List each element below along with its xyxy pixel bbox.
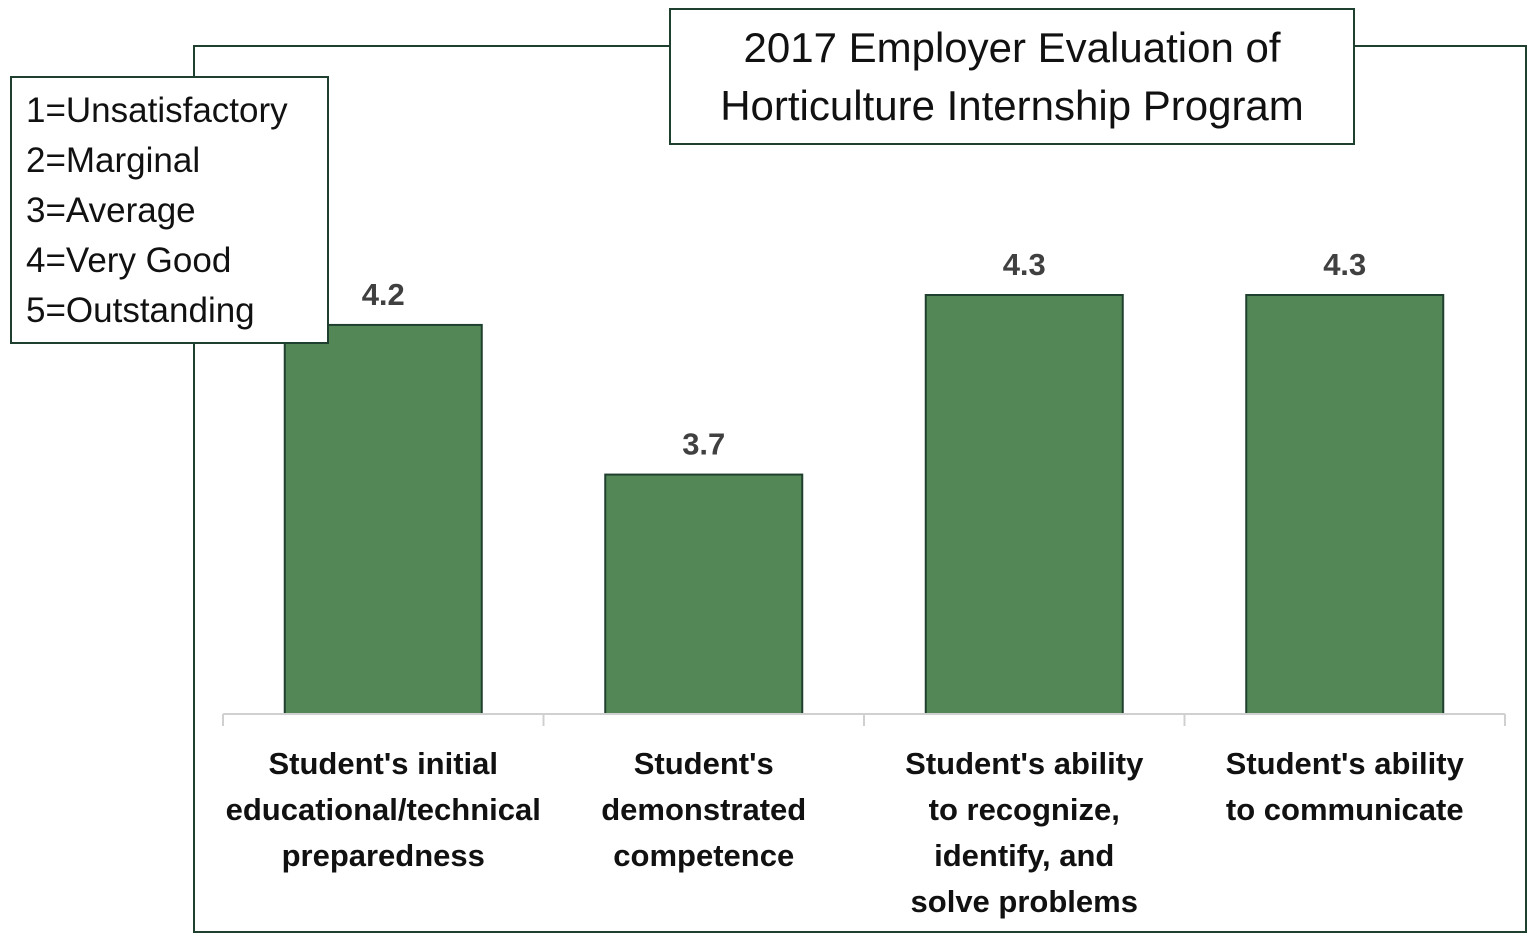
legend-item: 4=Very Good — [26, 241, 232, 280]
legend-item: 3=Average — [26, 191, 196, 230]
bar — [604, 473, 804, 716]
x-tick-label: Student's ability to communicate — [1226, 746, 1465, 827]
data-label: 4.2 — [362, 277, 405, 312]
x-tick-label-line: Student's initial — [268, 746, 498, 781]
data-label: 3.7 — [682, 427, 725, 462]
x-tick-label-line: solve problems — [911, 884, 1138, 919]
data-label: 4.3 — [1323, 247, 1366, 282]
chart-title-line-2: Horticulture Internship Program — [720, 81, 1304, 129]
x-tick-label-line: identify, and — [934, 838, 1114, 873]
x-tick-label-line: demonstrated — [601, 792, 806, 827]
x-tick-label: Student's demonstrated competence — [601, 746, 806, 873]
bar — [283, 323, 483, 715]
legend-item: 2=Marginal — [26, 141, 201, 180]
x-tick-label-line: preparedness — [282, 838, 485, 873]
legend-item: 5=Outstanding — [26, 291, 255, 330]
x-tick-label: Student's ability to recognize, identify, … — [905, 746, 1144, 919]
chart-title-line-1: 2017 Employer Evaluation of — [743, 23, 1281, 71]
x-tick-label-line: competence — [613, 838, 794, 873]
legend-item: 1=Unsatisfactory — [26, 91, 288, 130]
x-tick-label-line: to communicate — [1226, 792, 1464, 827]
bar — [1245, 294, 1445, 715]
rating-scale-legend: 1=Unsatisfactory 2=Marginal 3=Average 4=… — [10, 76, 329, 344]
x-tick-label-line: Student's — [634, 746, 774, 781]
x-tick-label-line: Student's ability — [1226, 746, 1465, 781]
x-tick-label: Student's initial educational/technical pr… — [226, 746, 541, 873]
chart-title: 2017 Employer Evaluation of Horticulture… — [669, 8, 1355, 145]
x-tick-label-line: to recognize, — [929, 792, 1120, 827]
x-tick-label-line: Student's ability — [905, 746, 1144, 781]
data-label: 4.3 — [1003, 247, 1046, 282]
x-tick-label-line: educational/technical — [226, 792, 541, 827]
bar — [924, 294, 1124, 715]
